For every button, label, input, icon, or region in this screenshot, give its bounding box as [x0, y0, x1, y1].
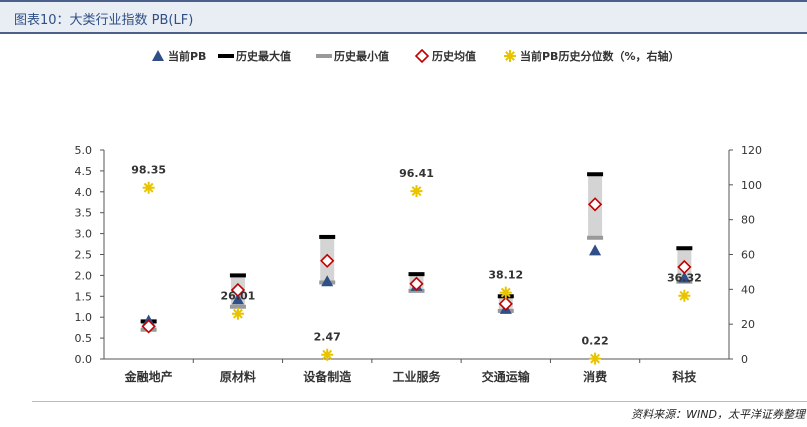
title-bar: 图表10：大类行业指数 PB(LF) [0, 0, 807, 34]
x-tick-label: 金融地产 [124, 369, 173, 384]
max-marker [319, 234, 336, 239]
percentile-marker [142, 181, 155, 194]
chart-title: 图表10：大类行业指数 PB(LF) [14, 13, 194, 28]
legend-marker [152, 50, 164, 61]
legend-label: 历史均值 [432, 49, 476, 63]
average-marker [498, 296, 513, 311]
data-label: 98.35 [131, 164, 166, 177]
right-tick-label: 100 [741, 179, 762, 192]
right-tick-label: 0 [741, 353, 748, 366]
data-label: 38.12 [488, 269, 523, 282]
left-tick-label: 2.0 [75, 269, 93, 282]
right-tick-label: 40 [741, 283, 755, 296]
average-marker [230, 282, 246, 298]
percentile-marker [231, 307, 244, 320]
data-label: 26.01 [221, 290, 256, 303]
current-pb-marker [231, 293, 244, 305]
left-tick-label: 5.0 [75, 144, 93, 157]
legend-marker [504, 50, 516, 62]
legend-label: 当前PB [168, 49, 206, 63]
data-label: 0.22 [582, 335, 609, 348]
max-marker [408, 272, 425, 277]
source-note: 资料来源：WIND，太平洋证券整理 [631, 408, 805, 421]
x-tick-label: 消费 [583, 369, 607, 384]
percentile-marker [499, 286, 512, 299]
left-tick-label: 4.0 [75, 186, 93, 199]
axes: 0.0 0.5 1.0 1.5 2.0 2.5 3.0 3.5 4.0 4.5 5.0 0 20 40 60… [75, 144, 763, 384]
max-marker [587, 172, 604, 177]
left-tick-label: 0.5 [75, 332, 93, 345]
right-tick-label: 20 [741, 318, 755, 331]
average-marker [409, 276, 424, 291]
data-label: 36.32 [667, 272, 702, 285]
percentile-marker [589, 352, 602, 365]
x-tick-label: 交通运输 [482, 369, 531, 384]
left-tick-label: 2.5 [75, 249, 93, 262]
marks: 98.35 26.01 2.47 96.41 38.12 0.22 36.32 [131, 164, 702, 365]
left-tick-label: 4.5 [75, 165, 93, 178]
chart: 当前PB 历史最大值 历史最小值 历史均值 当前PB历史分位数（%，右轴） 0.0 0.5… [75, 48, 763, 384]
percentile-marker [678, 289, 691, 302]
left-tick-label: 1.0 [75, 311, 93, 324]
x-tick-label: 原材料 [220, 369, 256, 384]
max-marker [229, 273, 246, 278]
x-tick-label: 设备制造 [303, 369, 352, 384]
right-tick-label: 80 [741, 214, 755, 227]
current-pb-marker [321, 275, 334, 287]
footer-divider [32, 401, 807, 402]
left-tick-label: 3.5 [75, 207, 93, 220]
average-marker [320, 253, 335, 268]
legend: 当前PB 历史最大值 历史最小值 历史均值 当前PB历史分位数（%，右轴） [152, 48, 679, 64]
legend-marker [414, 48, 430, 64]
legend-label: 当前PB历史分位数（%，右轴） [520, 49, 679, 63]
left-tick-label: 1.5 [75, 290, 93, 303]
legend-marker [218, 54, 234, 58]
legend-marker [316, 54, 332, 58]
right-tick-label: 60 [741, 249, 755, 262]
max-marker [676, 246, 693, 251]
current-pb-marker [678, 271, 691, 283]
current-pb-marker [589, 244, 602, 256]
percentile-marker [321, 348, 334, 361]
legend-label: 历史最大值 [236, 49, 291, 63]
x-tick-label: 工业服务 [392, 369, 441, 384]
data-label: 2.47 [314, 331, 341, 344]
percentile-marker [410, 185, 423, 198]
average-marker [587, 197, 603, 212]
average-marker [677, 259, 692, 275]
average-marker [141, 319, 156, 334]
x-tick-label: 科技 [672, 369, 697, 384]
min-marker [587, 235, 604, 240]
data-label: 96.41 [399, 167, 434, 180]
left-tick-label: 0.0 [75, 353, 93, 366]
legend-label: 历史最小值 [334, 49, 389, 63]
min-marker [229, 304, 246, 309]
right-tick-label: 120 [741, 144, 762, 157]
left-tick-label: 3.0 [75, 228, 93, 241]
